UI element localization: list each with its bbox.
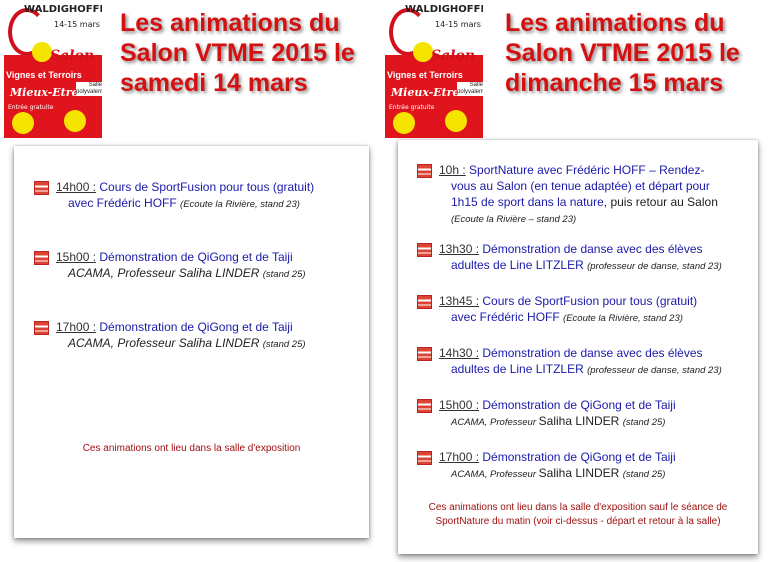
entry-time: 14h00 : [56,180,97,194]
entry-text: avec Frédéric HOFF [451,310,560,324]
poster-logo [389,8,427,56]
entry-time: 13h30 : [439,242,480,256]
document-icon [34,251,49,265]
entry-text: Saliha LINDER [538,414,620,428]
title-line: Les animations du [120,9,340,37]
poster-salon: Salon [431,48,476,64]
entry-text: Saliha LINDER [538,466,620,480]
schedule-entry: 10h : SportNature avec Frédéric HOFF – R… [417,162,718,228]
entry-text: adultes de Line LITZLER [451,362,584,376]
schedule-entry: 17h00 : Démonstration de QiGong et de Ta… [34,319,306,353]
title-line: Salon VTME 2015 le [505,39,740,67]
poster-dates: 14-15 mars 2015 [435,20,483,29]
document-icon [417,451,432,465]
salon-poster-right: WALDIGHOFFEN 14-15 mars 2015 Salon Vigne… [385,0,483,138]
document-icon [34,181,49,195]
entry-text: Démonstration de QiGong et de Taiji [482,398,676,412]
entry-text: Cours de SportFusion pour tous (gratuit) [99,180,315,194]
document-icon [417,164,432,178]
entry-text: Démonstration de danse avec des élèves [482,346,703,360]
document-icon [34,321,49,335]
entry-text: Démonstration de QiGong et de Taiji [482,450,676,464]
entry-text: avec Frédéric HOFF [68,196,177,210]
schedule-entry: 14h30 : Démonstration de danse avec des … [417,345,722,379]
entry-time: 15h00 : [439,398,480,412]
poster-line1: Vignes et Terroirs [387,70,463,80]
entry-text: adultes de Line LITZLER [451,258,584,272]
poster-logo [8,8,46,56]
footer-note: Ces animations ont lieu dans la salle d'… [398,501,758,529]
poster-line1: Vignes et Terroirs [6,70,82,80]
document-icon [417,399,432,413]
poster-town: WALDIGHOFFEN [24,4,102,15]
poster-line3: Mieux-Etre [10,86,79,99]
entry-note: (Ecoute la Rivière, stand 23) [180,199,300,210]
salon-poster-left: WALDIGHOFFEN 14-15 mars 2015 Salon Vigne… [4,0,102,138]
entry-text: Cours de SportFusion pour tous (gratuit) [482,294,698,308]
entry-note: (Ecoute la Rivière, stand 23) [563,313,683,324]
poster-entry: Entrée gratuite [389,104,435,111]
entry-text: ACAMA, Professeur Saliha LINDER [68,266,260,280]
entry-text: SportNature avec Frédéric HOFF – Rendez- [469,163,705,177]
saturday-schedule-card: 14h00 : Cours de SportFusion pour tous (… [14,146,369,538]
schedule-entry: 13h45 : Cours de SportFusion pour tous (… [417,293,698,327]
entry-note: (stand 25) [622,469,666,480]
poster-venue: Salle polyvalente [76,82,102,96]
footer-line: Ces animations ont lieu dans la salle d'… [428,502,728,513]
entry-time: 13h45 : [439,294,480,308]
entry-time: 10h : [439,163,466,177]
document-icon [417,243,432,257]
entry-time: 17h00 : [56,320,97,334]
entry-text: Démonstration de QiGong et de Taiji [99,320,293,334]
poster-dates: 14-15 mars 2015 [54,20,102,29]
entry-note: (stand 25) [262,339,306,350]
title-line: Salon VTME 2015 le [120,39,355,67]
document-icon [417,295,432,309]
schedule-entry: 13h30 : Démonstration de danse avec des … [417,241,722,275]
entry-note: (Ecoute la Rivière – stand 23) [451,214,577,225]
title-line: samedi 14 mars [120,69,308,97]
title-sunday: Les animations du Salon VTME 2015 le dim… [505,8,740,98]
poster-salon: Salon [50,48,95,64]
entry-text: puis retour au Salon [607,195,718,209]
poster-town: WALDIGHOFFEN [405,4,483,15]
entry-note: (stand 25) [622,417,666,428]
poster-entry: Entrée gratuite [8,104,54,111]
entry-text: vous au Salon (en tenue adaptée) et dépa… [451,179,710,193]
title-line: Les animations du [505,9,725,37]
document-icon [417,347,432,361]
entry-time: 14h30 : [439,346,480,360]
poster-line3: Mieux-Etre [391,86,460,99]
entry-note: (professeur de danse, stand 23) [587,365,722,376]
entry-time: 17h00 : [439,450,480,464]
schedule-entry: 15h00 : Démonstration de QiGong et de Ta… [34,249,306,283]
poster-venue: Salle polyvalente [457,82,483,96]
entry-text: Démonstration de QiGong et de Taiji [99,250,293,264]
entry-note: (stand 25) [262,269,306,280]
entry-text: ACAMA, Professeur [451,417,539,428]
footer-note: Ces animations ont lieu dans la salle d'… [82,443,301,454]
sunday-schedule-card: 10h : SportNature avec Frédéric HOFF – R… [398,140,758,554]
entry-note: (professeur de danse, stand 23) [587,261,722,272]
entry-time: 15h00 : [56,250,97,264]
schedule-entry: 14h00 : Cours de SportFusion pour tous (… [34,179,315,213]
entry-text: Démonstration de danse avec des élèves [482,242,703,256]
entry-text: ACAMA, Professeur [451,469,539,480]
footer-line: SportNature du matin (voir ci-dessus - d… [435,516,721,527]
entry-text: ACAMA, Professeur Saliha LINDER [68,336,260,350]
title-saturday: Les animations du Salon VTME 2015 le sam… [120,8,355,98]
entry-text: 1h15 de sport dans la nature, [451,195,608,209]
title-line: dimanche 15 mars [505,69,724,97]
schedule-entry: 17h00 : Démonstration de QiGong et de Ta… [417,449,676,483]
schedule-entry: 15h00 : Démonstration de QiGong et de Ta… [417,397,676,431]
